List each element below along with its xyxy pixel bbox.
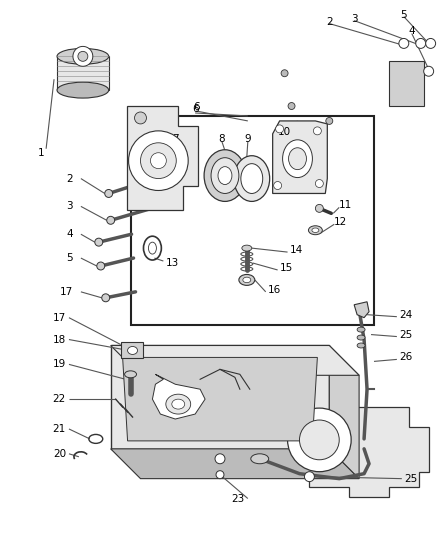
Ellipse shape [241, 164, 263, 193]
Text: 12: 12 [334, 217, 347, 227]
Text: 7: 7 [172, 134, 179, 144]
Text: 15: 15 [279, 263, 293, 273]
Text: 26: 26 [399, 352, 412, 362]
Text: 25: 25 [404, 474, 417, 483]
Ellipse shape [172, 399, 185, 409]
Text: 4: 4 [66, 229, 73, 239]
Text: 17: 17 [60, 287, 73, 297]
Circle shape [326, 117, 333, 124]
Ellipse shape [239, 274, 255, 285]
Polygon shape [111, 345, 359, 375]
Circle shape [426, 38, 436, 49]
Text: 13: 13 [165, 258, 179, 268]
Circle shape [416, 38, 426, 49]
Text: 2: 2 [326, 17, 332, 27]
Circle shape [73, 46, 93, 66]
Text: 14: 14 [290, 245, 303, 255]
Ellipse shape [57, 82, 109, 98]
Circle shape [141, 143, 176, 179]
Circle shape [288, 102, 295, 109]
Circle shape [288, 408, 351, 472]
Circle shape [300, 420, 339, 460]
Text: 16: 16 [268, 285, 281, 295]
Ellipse shape [357, 327, 365, 332]
Ellipse shape [242, 245, 252, 251]
Text: 24: 24 [399, 310, 412, 320]
Circle shape [281, 70, 288, 77]
Ellipse shape [289, 148, 307, 169]
Ellipse shape [127, 346, 138, 354]
Circle shape [134, 112, 146, 124]
Text: 8: 8 [219, 134, 225, 144]
Text: 9: 9 [244, 134, 251, 144]
Ellipse shape [124, 371, 137, 378]
Text: 5: 5 [66, 253, 73, 263]
Ellipse shape [204, 150, 246, 201]
Ellipse shape [218, 167, 232, 184]
Bar [389, 61, 424, 106]
Ellipse shape [308, 226, 322, 235]
Circle shape [95, 238, 103, 246]
Polygon shape [120, 342, 144, 358]
Ellipse shape [357, 343, 365, 348]
Circle shape [129, 131, 188, 190]
Ellipse shape [234, 156, 270, 201]
Circle shape [215, 454, 225, 464]
Text: 11: 11 [339, 200, 353, 211]
Text: 3: 3 [351, 13, 357, 23]
Ellipse shape [211, 158, 239, 193]
Text: 4: 4 [409, 27, 415, 36]
Ellipse shape [283, 140, 312, 177]
Circle shape [315, 180, 323, 188]
Ellipse shape [251, 454, 268, 464]
Text: 21: 21 [53, 424, 66, 434]
Circle shape [424, 66, 434, 76]
Polygon shape [123, 358, 318, 441]
Text: 3: 3 [66, 201, 73, 212]
Circle shape [276, 125, 283, 133]
Circle shape [105, 190, 113, 197]
Ellipse shape [312, 228, 319, 232]
Text: 5: 5 [400, 10, 407, 20]
Text: 1: 1 [38, 148, 44, 158]
Text: 6: 6 [193, 102, 199, 112]
Polygon shape [275, 407, 429, 497]
Text: 10: 10 [278, 127, 291, 137]
Text: 19: 19 [53, 359, 66, 369]
Polygon shape [273, 121, 327, 193]
Polygon shape [354, 302, 369, 318]
Polygon shape [152, 374, 205, 419]
Circle shape [97, 262, 105, 270]
Ellipse shape [243, 277, 251, 282]
Circle shape [107, 216, 115, 224]
Circle shape [78, 51, 88, 61]
Ellipse shape [148, 242, 156, 254]
Circle shape [150, 153, 166, 168]
Circle shape [102, 294, 110, 302]
Text: 18: 18 [53, 335, 66, 344]
Ellipse shape [357, 335, 365, 340]
Circle shape [216, 471, 224, 479]
Polygon shape [111, 449, 359, 479]
Ellipse shape [166, 394, 191, 414]
Bar [131, 116, 374, 325]
Text: 17: 17 [53, 313, 66, 322]
Text: 23: 23 [232, 494, 245, 504]
Polygon shape [127, 106, 198, 211]
Circle shape [314, 127, 321, 135]
Ellipse shape [57, 49, 109, 64]
Polygon shape [111, 345, 329, 449]
Text: 20: 20 [53, 449, 66, 459]
Polygon shape [329, 345, 359, 479]
Text: 6: 6 [192, 104, 198, 114]
Circle shape [399, 38, 409, 49]
Text: 25: 25 [399, 329, 412, 340]
Polygon shape [57, 56, 109, 90]
Text: 2: 2 [66, 174, 73, 183]
Text: 22: 22 [53, 394, 66, 404]
Circle shape [315, 204, 323, 212]
Circle shape [304, 472, 314, 482]
Circle shape [274, 182, 282, 190]
